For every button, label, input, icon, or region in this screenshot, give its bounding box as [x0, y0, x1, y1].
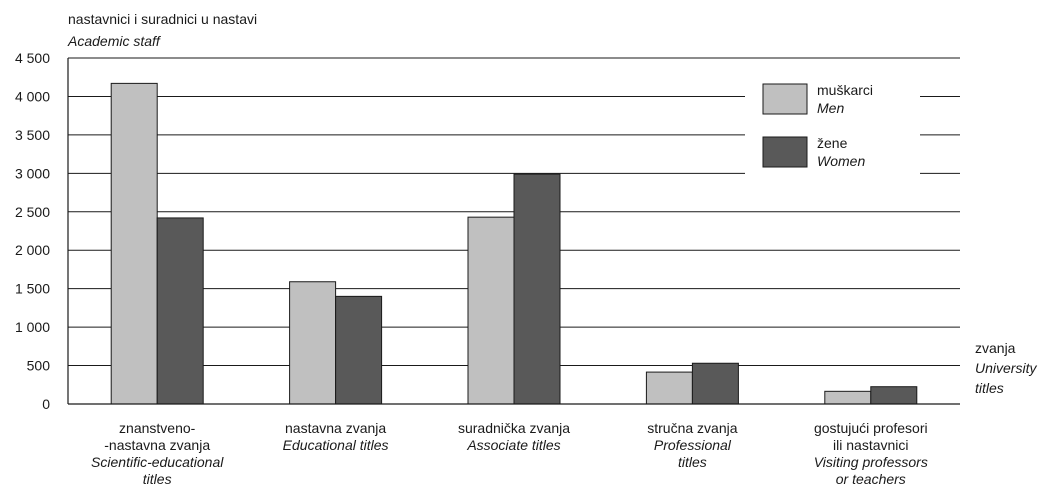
bar-men: [110, 82, 158, 405]
y-tick-label: 3 000: [15, 165, 50, 181]
x-axis-title: zvanja: [975, 340, 1016, 356]
y-tick-label: 4 500: [15, 50, 50, 66]
y-tick-label: 2 000: [15, 242, 50, 258]
x-category-label-en: titles: [143, 471, 172, 487]
y-tick-label: 1 000: [15, 319, 50, 335]
x-category-label-en: or teachers: [836, 471, 906, 487]
x-category-label: ili nastavnici: [833, 437, 908, 453]
x-category-label-en: Educational titles: [283, 437, 389, 453]
bars: [110, 82, 918, 405]
bar-men: [645, 371, 693, 405]
legend-label-women: žene: [817, 135, 848, 151]
y-tick-label: 2 500: [15, 204, 50, 220]
legend-swatch-men: [762, 83, 808, 115]
bar-women: [335, 295, 383, 405]
x-category-label-en: titles: [678, 454, 707, 470]
bar-women: [870, 386, 918, 405]
bar-women: [156, 217, 204, 405]
y-tick-label: 1 500: [15, 281, 50, 297]
bar-men: [824, 390, 872, 405]
y-tick-label: 0: [42, 396, 50, 412]
x-axis-title-en-line-2: titles: [975, 380, 1004, 396]
x-category-label: nastavna zvanja: [285, 420, 386, 436]
y-tick-label: 500: [27, 358, 51, 374]
x-category-label: gostujući profesori: [814, 420, 928, 436]
x-category-label-en: Professional: [654, 437, 732, 453]
legend-label-men: muškarci: [817, 82, 873, 98]
bar-women: [513, 173, 561, 405]
legend-swatch-women: [762, 136, 808, 168]
x-category-labels: znanstveno--nastavna zvanjaScientific-ed…: [91, 420, 928, 487]
x-category-label: -nastavna zvanja: [104, 437, 210, 453]
legend-label-women-en: Women: [817, 153, 865, 169]
x-category-label-en: Visiting professors: [814, 454, 928, 470]
y-tick-label: 4 000: [15, 88, 50, 104]
y-tick-label: 3 500: [15, 127, 50, 143]
x-axis-title-en-line-1: University: [975, 360, 1037, 376]
x-category-label: znanstveno-: [119, 420, 196, 436]
bar-women: [691, 362, 739, 405]
legend-label-men-en: Men: [817, 100, 844, 116]
y-axis-title-en: Academic staff: [67, 33, 162, 49]
y-axis-title: nastavnici i suradnici u nastavi: [68, 11, 257, 27]
bar-men: [467, 216, 515, 405]
x-category-label: suradnička zvanja: [458, 420, 570, 436]
legend: muškarci Men žene Women: [745, 67, 920, 202]
x-category-label-en: Scientific-educational: [91, 454, 224, 470]
x-category-label: stručna zvanja: [647, 420, 737, 436]
bar-men: [289, 281, 337, 405]
x-category-label-en: Associate titles: [466, 437, 560, 453]
y-tick-labels: 0 500 1 000 1 500 2 000 2 500 3 000 3 500 4 000 4…: [15, 50, 50, 412]
